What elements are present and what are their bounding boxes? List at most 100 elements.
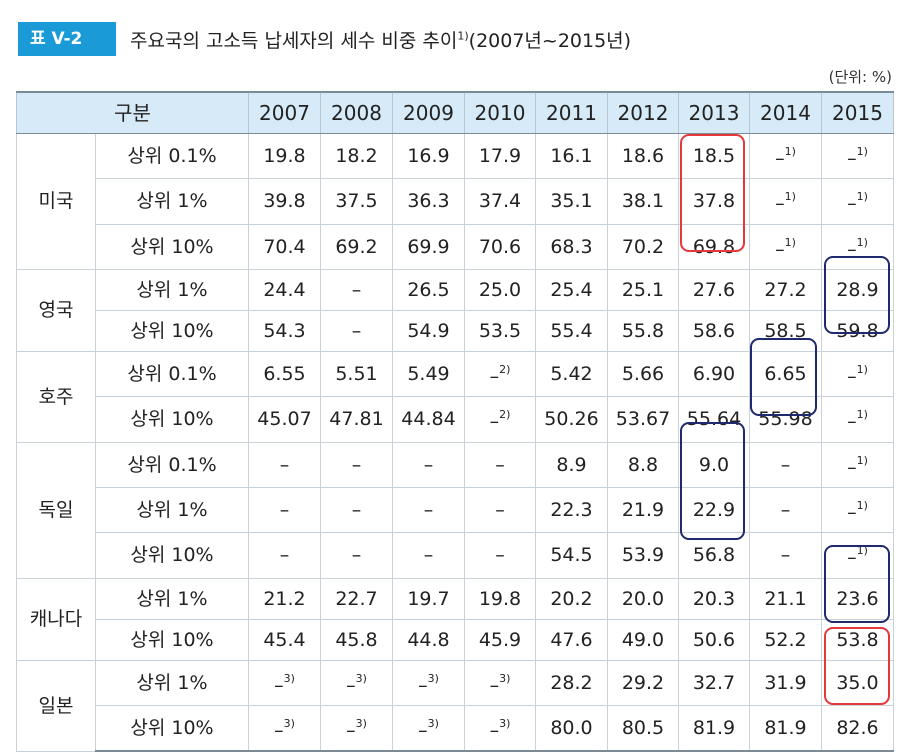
value-cell: –3) — [464, 704, 536, 752]
value-cell: 20.0 — [607, 577, 679, 620]
country-cell: 일본 — [16, 659, 96, 752]
value-cell: 26.5 — [392, 268, 465, 311]
value-cell: 52.2 — [749, 618, 822, 661]
value-cell: – — [248, 532, 321, 579]
table-row: 상위 1% 39.8 37.5 36.3 37.4 35.1 38.1 37.8 –1) –1) — [17, 178, 894, 225]
table-row: 캐나다 상위 1% 21.2 22.7 19.7 19.8 20.2 20.0 20.3 21.1… — [16, 577, 894, 661]
value-cell: 55.8 — [607, 309, 679, 352]
value-cell: – — [392, 486, 465, 534]
table-row: 상위 10% 54.3–54.9 53.5 55.4 55.8 58.6 58.5 59.8 — [17, 309, 894, 352]
value-cell: – — [392, 532, 465, 579]
value-cell: 22.7 — [320, 577, 393, 620]
value-cell: 5.42 — [535, 350, 608, 398]
value-cell: –3) — [392, 704, 465, 752]
value-cell: 6.90 — [678, 350, 750, 398]
value-cell: –3) — [392, 659, 465, 706]
value-cell: 38.1 — [607, 178, 679, 225]
value-cell: 50.26 — [535, 396, 608, 443]
header-year: 2010 — [464, 91, 536, 134]
value-cell: –3) — [248, 659, 321, 706]
table-number-tag: 표 V-2 — [18, 22, 116, 56]
table-row: 미국 상위 0.1% 19.8 18.2 16.9 17.9 16.1 18.6 18.5 –1)… — [16, 132, 894, 270]
bracket-label: 상위 0.1% — [95, 132, 249, 180]
tax-share-table: 구분 2007 2008 2009 2010 2011 2012 2013 20… — [16, 91, 894, 752]
table-row: 상위 10% 45.07 47.81 44.84 –2) 50.26 53.67 55.64 5… — [17, 396, 894, 443]
value-cell: 18.5 — [678, 132, 750, 180]
value-cell: 21.1 — [749, 577, 822, 620]
value-cell: – — [749, 441, 822, 488]
value-cell: –1) — [821, 441, 894, 488]
value-cell: 81.9 — [749, 704, 822, 752]
value-cell: 19.8 — [248, 132, 321, 180]
value-cell: 20.3 — [678, 577, 750, 620]
bracket-label: 상위 10% — [95, 309, 249, 352]
value-cell: 45.8 — [320, 618, 393, 661]
country-cell: 호주 — [16, 350, 96, 443]
value-cell: – — [392, 441, 465, 488]
value-cell: – — [320, 268, 393, 311]
table-row: 호주 상위 0.1% 6.55 5.51 5.49 –2) 5.42 5.66 6.90 6.65… — [16, 350, 894, 443]
bracket-label: 상위 1% — [95, 577, 249, 620]
value-cell: 45.07 — [248, 396, 321, 443]
bracket-label: 상위 10% — [95, 704, 249, 752]
header-year: 2007 — [248, 91, 321, 134]
value-cell: –3) — [248, 704, 321, 752]
table-row: 영국 상위 1% 24.4–26.5 25.0 25.4 25.1 27.6 27.2 28.9 — [16, 268, 894, 352]
table-row: 상위 10% – – – –54.5 53.9 56.8– –1) — [17, 532, 894, 579]
value-cell: 37.8 — [678, 178, 750, 225]
value-cell: 47.81 — [320, 396, 393, 443]
unit-label: (단위: %) — [828, 68, 892, 86]
value-cell: 22.9 — [678, 486, 750, 534]
bracket-label: 상위 10% — [95, 223, 249, 270]
value-cell: 19.7 — [392, 577, 465, 620]
value-cell: – — [749, 532, 822, 579]
value-cell: 54.9 — [392, 309, 465, 352]
header-year: 2014 — [749, 91, 822, 134]
value-cell: 8.8 — [607, 441, 679, 488]
value-cell: 37.4 — [464, 178, 536, 225]
value-cell: 35.0 — [821, 659, 894, 706]
value-cell: 25.4 — [535, 268, 608, 311]
value-cell: 27.2 — [749, 268, 822, 311]
header-row: 구분 2007 2008 2009 2010 2011 2012 2013 20… — [16, 91, 894, 134]
value-cell: 24.4 — [248, 268, 321, 311]
table-row: 상위 10% 70.4 69.2 69.9 70.6 68.3 70.2 69.8 –1) –1) — [17, 223, 894, 270]
value-cell: 5.51 — [320, 350, 393, 398]
value-cell: 80.0 — [535, 704, 608, 752]
value-cell: 70.6 — [464, 223, 536, 270]
value-cell: 19.8 — [464, 577, 536, 620]
value-cell: –1) — [749, 223, 822, 270]
value-cell: – — [464, 486, 536, 534]
value-cell: 37.5 — [320, 178, 393, 225]
value-cell: –1) — [821, 178, 894, 225]
table-body: 미국 상위 0.1% 19.8 18.2 16.9 17.9 16.1 18.6 18.5 –1)… — [16, 132, 894, 752]
value-cell: 81.9 — [678, 704, 750, 752]
value-cell: –1) — [749, 132, 822, 180]
value-cell: 59.8 — [821, 309, 894, 352]
country-cell: 캐나다 — [16, 577, 96, 661]
header-corner: 구분 — [16, 91, 249, 134]
value-cell: 53.9 — [607, 532, 679, 579]
value-cell: 27.6 — [678, 268, 750, 311]
value-cell: 55.98 — [749, 396, 822, 443]
table-row: 상위 1% – – – –22.3 21.9 22.9– –1) — [17, 486, 894, 534]
value-cell: 55.64 — [678, 396, 750, 443]
value-cell: 5.49 — [392, 350, 465, 398]
bracket-label: 상위 10% — [95, 618, 249, 661]
value-cell: 35.1 — [535, 178, 608, 225]
value-cell: – — [464, 441, 536, 488]
header-year: 2008 — [320, 91, 393, 134]
value-cell: 25.0 — [464, 268, 536, 311]
value-cell: –1) — [821, 350, 894, 398]
value-cell: –1) — [821, 396, 894, 443]
value-cell: 32.7 — [678, 659, 750, 706]
value-cell: – — [464, 532, 536, 579]
value-cell: 23.6 — [821, 577, 894, 620]
value-cell: 21.9 — [607, 486, 679, 534]
value-cell: – — [320, 532, 393, 579]
header-year: 2009 — [392, 91, 465, 134]
bracket-label: 상위 10% — [95, 396, 249, 443]
bracket-label: 상위 0.1% — [95, 441, 249, 488]
table-caption: 표 V-2 주요국의 고소득 납세자의 세수 비중 추이1)(2007년~201… — [18, 22, 631, 56]
value-cell: –1) — [749, 178, 822, 225]
